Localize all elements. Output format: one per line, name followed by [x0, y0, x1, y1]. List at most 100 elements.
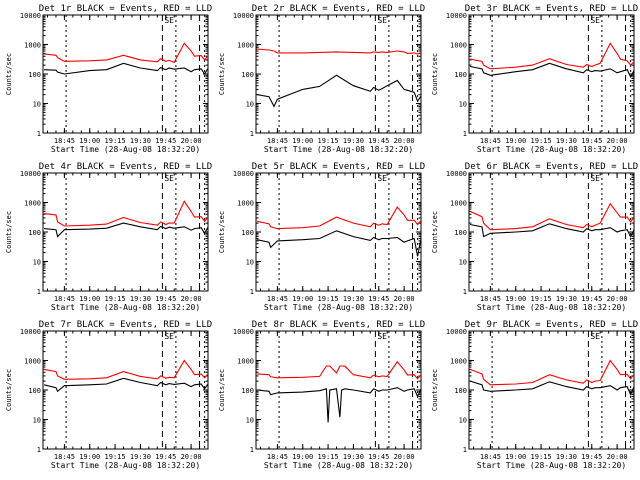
series-line-lld [257, 360, 422, 380]
x-tick-label: 19:15 [105, 137, 126, 145]
marker-label: SE [377, 16, 387, 25]
y-tick-label: 1000 [450, 200, 467, 208]
x-tick-label: 20:00 [394, 137, 415, 145]
x-tick-label: 19:45 [368, 295, 389, 303]
y-tick-label: 100 [454, 71, 467, 79]
chart-title: Det 4r BLACK = Events, RED = LLD [39, 162, 212, 172]
y-tick-label: 1 [250, 130, 254, 138]
y-axis-label: Counts/sec [218, 211, 226, 253]
marker-label: SE [164, 174, 174, 183]
x-tick-label: 19:00 [79, 137, 100, 145]
y-axis-label: Counts/sec [5, 53, 13, 95]
x-tick-label: 19:15 [105, 295, 126, 303]
x-tick-label: 20:00 [394, 453, 415, 461]
series-line-lld [44, 200, 209, 227]
x-tick-label: 19:45 [155, 295, 176, 303]
marker-label: SE [164, 16, 174, 25]
y-axis-label: Counts/sec [431, 53, 439, 95]
y-tick-label: 10 [33, 259, 41, 267]
series-line-events [257, 387, 422, 423]
x-tick-label: 19:00 [292, 295, 313, 303]
x-axis-label: Start Time (28-Aug-08 18:32:20) [477, 461, 626, 470]
series-line-events [257, 74, 422, 108]
plot-frame [468, 330, 635, 450]
chart-panel-3: Det 3r BLACK = Events, RED = LLD 1 10 100 10… [431, 4, 638, 154]
x-axis-label: Start Time (28-Aug-08 18:32:20) [51, 303, 200, 312]
x-tick-label: 19:00 [292, 137, 313, 145]
chart-panel-7: Det 7r BLACK = Events, RED = LLD 1 10 100 10… [5, 320, 212, 470]
y-tick-label: 10 [459, 101, 467, 109]
chart-panel-5: Det 5r BLACK = Events, RED = LLD 1 10 100 10… [218, 162, 425, 312]
y-tick-label: 100 [28, 387, 41, 395]
x-tick-label: 19:15 [531, 137, 552, 145]
x-tick-label: 19:45 [368, 137, 389, 145]
y-tick-label: 1000 [450, 358, 467, 366]
x-tick-label: 18:45 [480, 295, 501, 303]
y-tick-label: 1 [37, 446, 41, 454]
x-tick-label: 19:00 [292, 453, 313, 461]
plot-frame [42, 172, 209, 292]
x-tick-label: 19:30 [556, 137, 577, 145]
x-tick-label: 20:00 [607, 295, 628, 303]
chart-panel-2: Det 2r BLACK = Events, RED = LLD 1 10 100 10… [218, 4, 425, 154]
y-tick-label: 1 [250, 288, 254, 296]
x-tick-label: 18:45 [54, 453, 75, 461]
y-tick-label: 1000 [237, 42, 254, 50]
chart-panel-8: Det 8r BLACK = Events, RED = LLD 1 10 100 10… [218, 320, 425, 470]
series-line-lld [469, 202, 635, 231]
y-tick-label: 1 [250, 446, 254, 454]
y-axis-label: Counts/sec [218, 369, 226, 411]
plot-frame [468, 14, 635, 134]
marker-label: SE [377, 332, 387, 341]
x-tick-label: 20:00 [607, 453, 628, 461]
x-tick-label: 18:45 [54, 137, 75, 145]
x-tick-label: 19:45 [581, 295, 602, 303]
y-axis-label: Counts/sec [431, 211, 439, 253]
series-line-lld [469, 359, 635, 386]
y-tick-label: 100 [28, 229, 41, 237]
series-line-lld [44, 42, 209, 63]
x-tick-label: 19:00 [79, 295, 100, 303]
marker-label: SE [590, 174, 600, 183]
x-tick-label: 19:30 [556, 453, 577, 461]
y-tick-label: 1000 [237, 200, 254, 208]
series-line-lld [257, 48, 422, 55]
marker-label: SE [590, 332, 600, 341]
y-tick-label: 100 [241, 229, 254, 237]
y-tick-label: 1000 [237, 358, 254, 366]
plot-frame [42, 330, 209, 450]
x-tick-label: 19:30 [130, 453, 151, 461]
x-tick-label: 19:45 [155, 453, 176, 461]
y-tick-label: 10000 [20, 12, 41, 20]
x-axis-label: Start Time (28-Aug-08 18:32:20) [51, 461, 200, 470]
y-tick-label: 10000 [233, 328, 254, 336]
x-tick-label: 19:15 [318, 295, 339, 303]
plot-frame [255, 330, 422, 450]
series-line-lld [256, 206, 422, 230]
y-tick-label: 10000 [20, 328, 41, 336]
x-tick-label: 18:45 [267, 137, 288, 145]
x-axis-label: Start Time (28-Aug-08 18:32:20) [477, 145, 626, 154]
x-tick-label: 19:30 [130, 137, 151, 145]
x-tick-label: 18:45 [54, 295, 75, 303]
x-tick-label: 20:00 [181, 137, 202, 145]
x-tick-label: 19:30 [130, 295, 151, 303]
series-line-events [469, 380, 635, 397]
chart-title: Det 6r BLACK = Events, RED = LLD [465, 162, 638, 172]
y-tick-label: 1000 [450, 42, 467, 50]
x-tick-label: 19:45 [155, 137, 176, 145]
y-tick-label: 100 [28, 71, 41, 79]
x-tick-label: 20:00 [181, 295, 202, 303]
x-tick-label: 18:45 [480, 137, 501, 145]
x-tick-label: 19:30 [343, 137, 364, 145]
series-line-lld [44, 359, 209, 380]
chart-title: Det 2r BLACK = Events, RED = LLD [252, 4, 425, 14]
y-tick-label: 10 [33, 101, 41, 109]
x-tick-label: 19:00 [505, 295, 526, 303]
chart-panel-1: Det 1r BLACK = Events, RED = LLD 1 10 100 10… [5, 4, 212, 154]
chart-panel-4: Det 4r BLACK = Events, RED = LLD 1 10 100 10… [5, 162, 212, 312]
x-axis-label: Start Time (28-Aug-08 18:32:20) [264, 461, 413, 470]
x-tick-label: 19:00 [79, 453, 100, 461]
y-tick-label: 10000 [233, 12, 254, 20]
